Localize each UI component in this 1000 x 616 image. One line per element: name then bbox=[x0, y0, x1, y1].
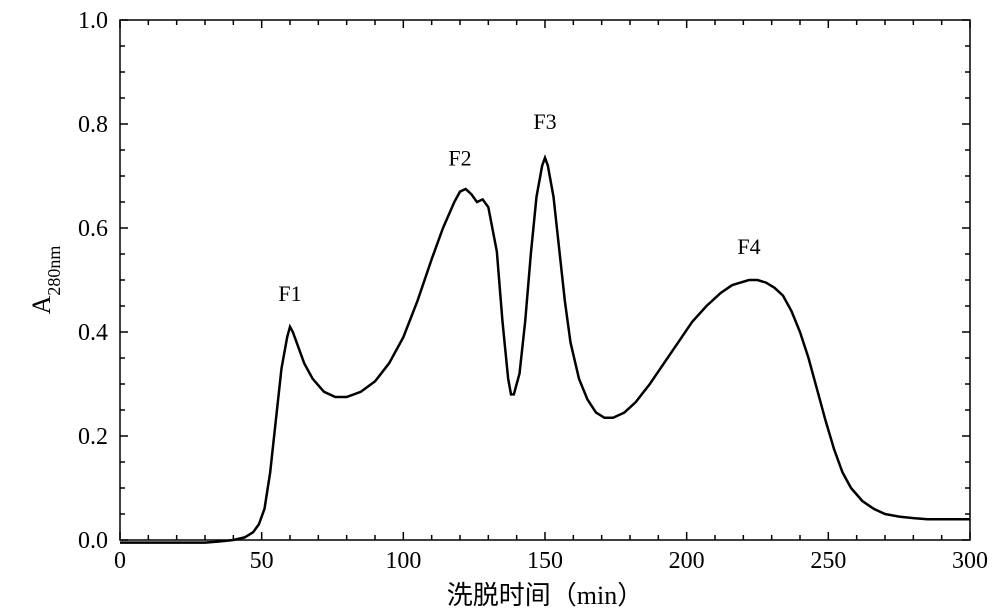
x-axis-label: 洗脱时间（min） bbox=[447, 581, 643, 610]
peak-label-f4: F4 bbox=[737, 234, 760, 259]
peak-label-f3: F3 bbox=[533, 109, 556, 134]
peak-label-f2: F2 bbox=[448, 146, 471, 171]
svg-text:150: 150 bbox=[527, 548, 563, 574]
chromatogram-chart: 0 50 100 150 200 250 300 0.0 0.2 0.4 0.6 0.8 1.0 洗脱时间… bbox=[0, 0, 1000, 616]
chart-svg: 0 50 100 150 200 250 300 0.0 0.2 0.4 0.6 0.8 1.0 洗脱时间… bbox=[0, 0, 1000, 616]
svg-text:250: 250 bbox=[810, 548, 846, 574]
svg-text:0.8: 0.8 bbox=[78, 112, 108, 138]
svg-text:0.0: 0.0 bbox=[78, 528, 108, 554]
svg-text:50: 50 bbox=[250, 548, 274, 574]
svg-text:0.6: 0.6 bbox=[78, 216, 108, 242]
svg-text:1.0: 1.0 bbox=[78, 8, 108, 34]
svg-text:200: 200 bbox=[669, 548, 705, 574]
svg-text:0.2: 0.2 bbox=[78, 424, 108, 450]
svg-text:0.4: 0.4 bbox=[78, 320, 108, 346]
svg-text:300: 300 bbox=[952, 548, 988, 574]
y-axis-label: A280nm bbox=[27, 246, 64, 315]
svg-text:100: 100 bbox=[385, 548, 421, 574]
chromatogram-line bbox=[120, 158, 970, 543]
peak-label-f1: F1 bbox=[278, 281, 301, 306]
svg-text:0: 0 bbox=[114, 548, 126, 574]
